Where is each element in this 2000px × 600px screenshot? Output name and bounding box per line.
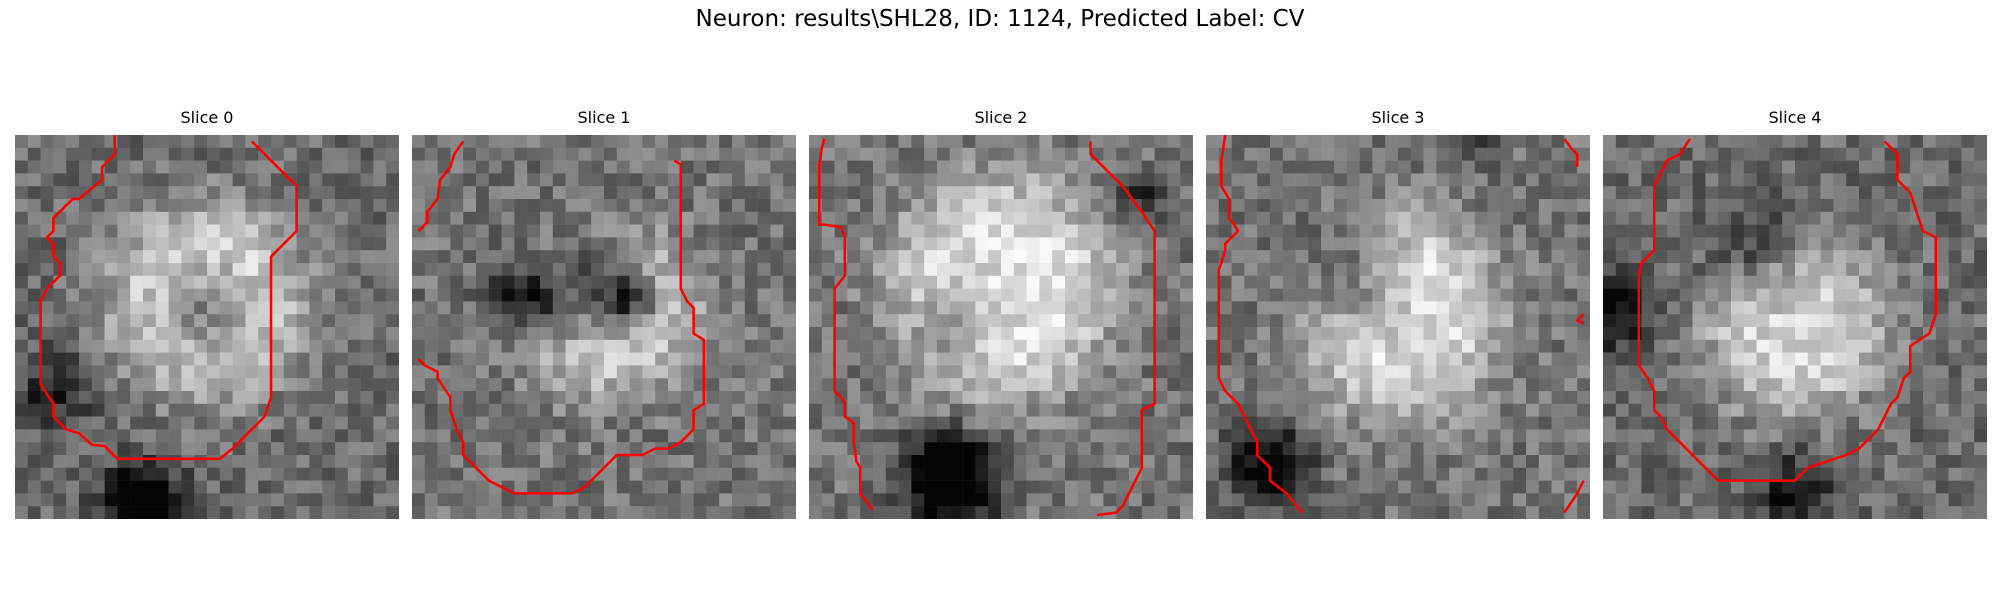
slice-title: Slice 2 (974, 108, 1028, 127)
segmentation-contour (817, 138, 875, 511)
slice-title: Slice 4 (1768, 108, 1822, 127)
slice-title: Slice 0 (180, 108, 234, 127)
segmentation-contour (1575, 313, 1585, 325)
slice-image-2 (809, 135, 1193, 519)
segmentation-contour (39, 135, 298, 461)
slice-image-0 (15, 135, 399, 519)
segmentation-contour (1089, 141, 1156, 517)
figure-title: Neuron: results\SHL28, ID: 1124, Predict… (695, 6, 1305, 32)
slice-image-4 (1603, 135, 1987, 519)
slice-image-3 (1206, 135, 1590, 519)
segmentation-contour (417, 159, 706, 495)
segmentation-contour (417, 140, 465, 232)
slice-title: Slice 1 (577, 108, 631, 127)
segmentation-contour (1637, 138, 1938, 482)
segmentation-contour (1563, 138, 1579, 167)
segmentation-contour (1217, 135, 1303, 514)
slice-image-1 (412, 135, 796, 519)
slice-title: Slice 3 (1371, 108, 1425, 127)
segmentation-contour (1563, 480, 1585, 514)
